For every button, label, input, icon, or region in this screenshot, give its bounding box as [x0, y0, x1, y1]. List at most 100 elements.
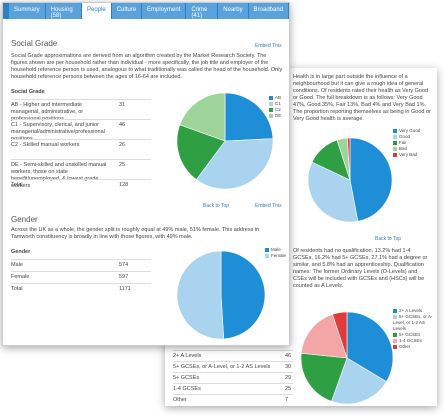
legend-swatch	[393, 152, 397, 157]
legend-label: Very Good	[399, 128, 421, 133]
legend-item: Very Good	[393, 128, 420, 134]
pie-slice	[346, 311, 394, 383]
row-value: 1171	[119, 286, 131, 292]
back-to-top[interactable]: Back to Top	[375, 236, 402, 242]
section-text: Social Grade approximations are derived …	[11, 53, 283, 80]
row-value: 46	[119, 122, 126, 128]
legend-label: C1	[275, 101, 281, 106]
legend-label: Fair	[399, 140, 407, 145]
legend-item: Fair	[393, 140, 420, 146]
legend-label: Very Bad	[399, 152, 418, 157]
pie-slice	[307, 161, 359, 223]
row-label: Total	[11, 286, 23, 292]
front-charts	[176, 92, 274, 340]
legend-swatch	[269, 113, 273, 118]
pie-slice	[331, 357, 387, 405]
legend-item: Female	[265, 253, 286, 259]
legend-swatch	[393, 332, 397, 337]
legend-swatch	[393, 140, 397, 145]
legend-label: C2	[275, 107, 281, 112]
health-legend: Very Good Good Fair Bad Very Bad	[393, 128, 420, 158]
row-value: 31	[119, 102, 126, 108]
table-row: C2 - Skilled manual workers 26	[11, 139, 151, 149]
legend-item: C1	[269, 101, 281, 107]
legend-item: Very Bad	[393, 152, 420, 158]
tab[interactable]: Crime (41)	[186, 3, 218, 19]
legend-item: 5+ GCSEs	[393, 332, 435, 338]
row-value: 7	[285, 397, 289, 403]
row-label: Male	[11, 262, 23, 268]
legend-swatch	[393, 344, 397, 349]
tab[interactable]: Culture	[111, 3, 142, 19]
back-charts	[300, 137, 394, 405]
pie-slice	[179, 92, 226, 142]
table-row: 2+ A Levels 46	[173, 350, 293, 360]
qualifications-text: Of residents had no qualification, 13.2%…	[293, 248, 428, 289]
legend-item: 1-4 GCSEs	[393, 338, 435, 344]
table-row: 5+ GCSEs 29	[173, 372, 293, 382]
back-to-top[interactable]: Back to Top	[203, 203, 230, 209]
tab[interactable]: Employment	[142, 3, 186, 19]
legend-item: 5+ GCSEs, or A-Level, or 1-2 AS Levels	[393, 314, 435, 332]
embed-link[interactable]: Embed This	[255, 203, 282, 209]
tab-bar: Summary Housing (58) People Culture Employme…	[3, 3, 289, 19]
row-label: Female	[11, 274, 30, 280]
row-value: 46	[285, 353, 292, 359]
row-value: 30	[285, 364, 292, 370]
table-row: 1-4 GCSEs 25	[173, 383, 293, 393]
table-header: Gender	[11, 249, 31, 255]
legend-swatch	[269, 107, 273, 112]
legend-swatch	[393, 338, 397, 343]
legend-swatch	[265, 253, 269, 258]
embed-link[interactable]: Embed This	[255, 43, 282, 49]
row-value: 25	[285, 386, 292, 392]
legend-swatch	[393, 128, 397, 133]
row-value: 26	[119, 142, 126, 148]
legend-label: Other	[399, 344, 411, 349]
legend-item: AB	[269, 95, 281, 101]
section-text: Across the UK as a whole, the gender spl…	[11, 227, 260, 240]
tab[interactable]: People	[82, 3, 111, 19]
social-grade-legend: AB C1 C2 DE	[269, 95, 281, 119]
legend-label: Female	[271, 253, 287, 258]
row-value: 29	[285, 375, 292, 381]
pie-slice	[176, 124, 226, 180]
health-text: Health is in large part outside the infl…	[293, 74, 431, 122]
tab[interactable]: Housing (58)	[45, 3, 81, 19]
legend-label: 5+ GCSEs, or A-Level, or 1-2 AS Levels	[393, 314, 433, 331]
legend-swatch	[265, 247, 269, 252]
pie-slice	[347, 137, 351, 181]
legend-swatch	[393, 308, 397, 313]
legend-swatch	[269, 95, 273, 100]
legend-swatch	[393, 146, 397, 151]
pie-slice	[224, 92, 274, 142]
gender-legend: Male Female	[265, 247, 286, 259]
tab[interactable]: Broadband	[248, 3, 288, 19]
table-row: Total 128	[11, 179, 151, 189]
legend-item: Good	[393, 134, 420, 140]
row-label: Other	[173, 397, 187, 403]
table-row: Female 597	[11, 271, 151, 281]
table-row: Other 7	[173, 394, 293, 404]
table-row: Male 574	[11, 259, 151, 269]
pie-slice	[220, 250, 266, 340]
legend-item: Other	[393, 344, 435, 350]
row-label: C2 - Skilled manual workers	[11, 142, 80, 148]
row-label: 5+ GCSEs, or A-Level, or 1-2 AS Levels	[173, 364, 271, 370]
pie-slice	[332, 311, 348, 359]
table-row: Total 1171	[11, 283, 151, 293]
legend-label: 5+ GCSEs	[399, 332, 421, 337]
legend-item: 2+ A Levels	[393, 308, 435, 314]
legend-item: DE	[269, 113, 281, 119]
legend-label: Good	[399, 134, 411, 139]
pie-slice	[195, 138, 274, 190]
legend-label: DE	[275, 113, 282, 118]
tab[interactable]: Summary	[9, 3, 45, 19]
pie-slice	[176, 250, 225, 340]
section-title: Gender	[11, 215, 38, 224]
tab[interactable]: Nearby	[218, 3, 248, 19]
pie-slice	[349, 137, 393, 222]
legend-label: 2+ A Levels	[399, 308, 423, 313]
row-value: 574	[119, 262, 129, 268]
row-value: 128	[119, 182, 129, 188]
